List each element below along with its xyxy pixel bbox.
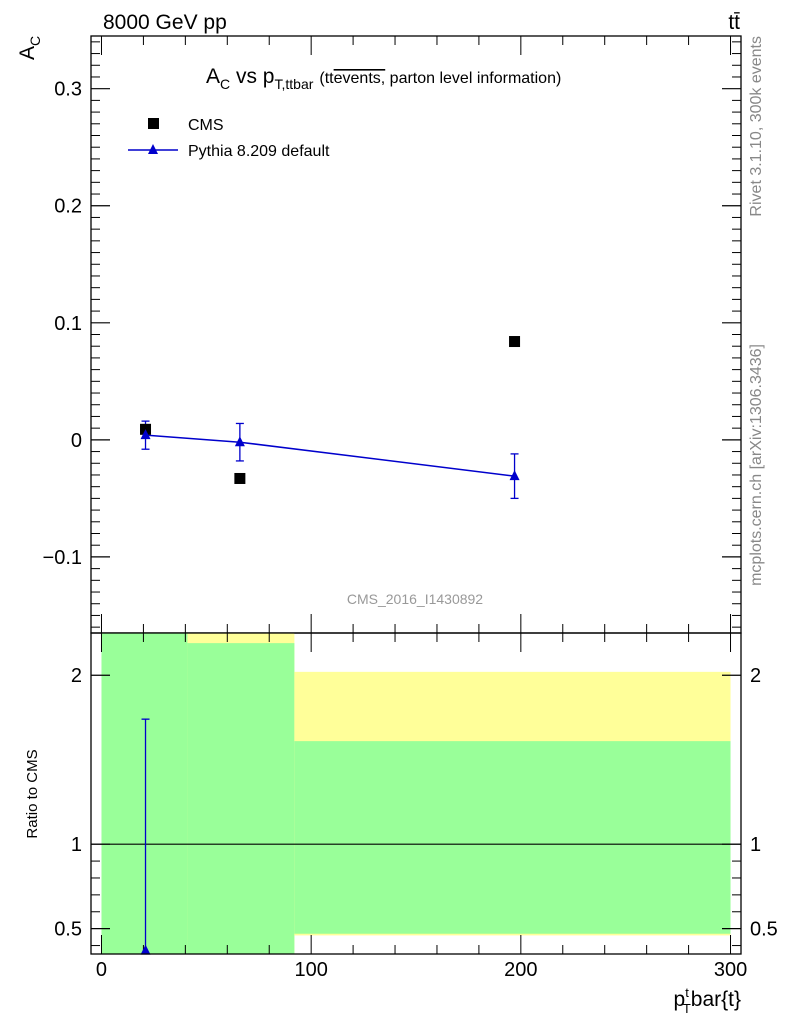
main-y-tick-label: 0.1 [54,313,82,335]
legend-pythia-label: Pythia 8.209 default [188,143,330,160]
analysis-watermark: CMS_2016_I1430892 [347,591,483,607]
ratio-bands [91,633,741,954]
ratio-y-tick-label-left: 2 [71,665,82,687]
title-vs-sub: T,ttbar [275,76,314,92]
x-tick-label: 100 [294,959,327,981]
legend-pythia-marker [148,144,158,154]
title-main-sub: C [220,76,230,92]
main-axis-ticks [91,36,741,633]
ratio-y-tick-label-right: 2 [750,665,761,687]
ratio-tick-labels: 0.5 0.5 1 1 2 2 0 100 200 300 [54,665,778,981]
title-note-rest: parton level information) [385,70,561,87]
chart-title: AC vs pT,ttbar (ttevents, parton level in… [206,65,561,92]
ratio-panel: 0.5 0.5 1 1 2 2 0 100 200 300 Ratio to CMS pt Tbar… [24,632,778,1016]
x-axis-label: pt Tbar{t} [674,985,741,1016]
main-y-tick-label: 0 [71,430,82,452]
main-y-tick-label: 0.2 [54,196,82,218]
main-panel: −0.1 0 0.1 0.2 0.3 AC vs pT,ttbar (ttevents, … [16,35,742,634]
title-note-overline: events, [334,70,386,87]
ratio-y-tick-label-left: 0.5 [54,919,82,941]
ratio-data-marks [140,718,151,955]
title-main: A [206,65,220,88]
ratio-y-tick-label-right: 1 [750,834,761,856]
main-y-tick-label: 0.3 [54,79,82,101]
main-y-tick-labels: −0.1 0 0.1 0.2 0.3 [43,79,82,569]
title-note-open: (tt [319,70,334,87]
ratio-y-tick-label-right: 0.5 [750,919,778,941]
ratio-point [140,944,151,955]
title-vs: vs p [230,65,274,88]
main-y-tick-label: −0.1 [43,547,82,569]
ratio-y-tick-label-left: 1 [71,834,82,856]
ratio-green-band [101,633,188,954]
legend: CMS Pythia 8.209 default [128,117,330,160]
ratio-y-axis-label: Ratio to CMS [24,749,41,838]
x-tick-label: 300 [714,959,747,981]
x-tick-label: 0 [96,959,107,981]
svg-text:AC vs pT,ttbar(ttevents, parto: AC vs pT,ttbar (ttevents, parton level in… [206,65,561,92]
energy-label: 8000 GeV pp [103,11,227,34]
cms-point [509,336,521,348]
ratio-green-band [294,741,731,934]
pythia-point [140,429,151,440]
pythia-point [509,470,520,481]
legend-cms-marker [148,118,159,129]
pythia-point [234,436,245,447]
pythia-series-line [145,434,515,477]
main-data-marks [140,336,521,500]
ratio-frame [90,632,742,955]
cms-point [234,472,246,484]
x-tick-label: 200 [504,959,537,981]
legend-cms-label: CMS [188,117,224,134]
ratio-axis-ticks [91,633,741,954]
mcplots-label: mcplots.cern.ch [arXiv:1306.3436] [748,344,765,586]
main-y-axis-label: AC [16,36,43,60]
ratio-green-band [187,643,295,954]
rivet-label: Rivet 3.1.10, 300k events [748,36,765,217]
process-label: tt̄ [728,11,740,34]
